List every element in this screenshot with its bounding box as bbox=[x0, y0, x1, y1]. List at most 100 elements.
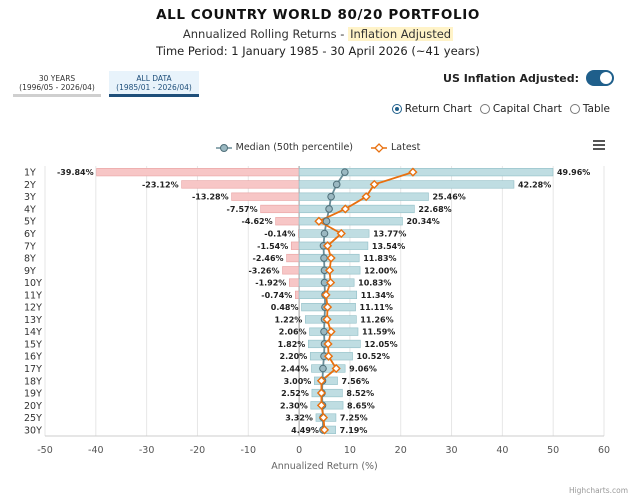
latest-point[interactable] bbox=[323, 339, 333, 349]
latest-point[interactable] bbox=[316, 400, 327, 410]
x-tick-label: -20 bbox=[190, 445, 206, 456]
min-data-label: -1.92% bbox=[255, 279, 286, 288]
radio-capital-chart[interactable]: Capital Chart bbox=[479, 103, 562, 115]
min-bar[interactable] bbox=[282, 266, 300, 275]
chart-subtitle: Annualized Rolling Returns - Inflation A… bbox=[0, 27, 636, 41]
min-bar[interactable] bbox=[289, 278, 300, 287]
category-label: 7Y bbox=[24, 241, 36, 252]
min-data-label: 0.48% bbox=[271, 303, 299, 312]
time-period: Time Period: 1 January 1985 - 30 April 2… bbox=[156, 44, 480, 58]
range-button-all-data[interactable]: ALL DATA (1985/01 - 2026/04) bbox=[109, 71, 199, 97]
category-label: 30Y bbox=[24, 425, 42, 436]
latest-point[interactable] bbox=[326, 278, 336, 288]
latest-point[interactable] bbox=[314, 216, 324, 226]
latest-point[interactable] bbox=[340, 204, 350, 214]
legend-item-latest[interactable]: Latest bbox=[371, 142, 420, 153]
median-point[interactable] bbox=[320, 327, 328, 336]
latest-point[interactable] bbox=[319, 425, 330, 435]
range-button-all-data-label: ALL DATA bbox=[136, 74, 172, 83]
min-data-label: 3.00% bbox=[284, 377, 312, 386]
median-point[interactable] bbox=[320, 229, 329, 238]
min-bar[interactable] bbox=[275, 217, 300, 226]
median-point[interactable] bbox=[332, 180, 341, 189]
category-label: 4Y bbox=[24, 204, 36, 215]
latest-series-line bbox=[316, 171, 414, 430]
max-data-label: 13.77% bbox=[373, 230, 406, 239]
radio-table-label: Table bbox=[582, 103, 610, 115]
category-label: 10Y bbox=[24, 278, 42, 289]
latest-point[interactable] bbox=[322, 302, 333, 312]
max-bar[interactable] bbox=[298, 217, 403, 226]
min-data-label: 1.22% bbox=[275, 315, 303, 324]
min-bar[interactable] bbox=[295, 290, 300, 299]
min-data-label: -0.14% bbox=[264, 230, 295, 239]
x-tick-label: -10 bbox=[241, 445, 257, 456]
latest-point[interactable] bbox=[336, 228, 346, 239]
max-bar[interactable] bbox=[298, 180, 515, 189]
median-point[interactable] bbox=[322, 217, 331, 226]
max-data-label: 11.34% bbox=[361, 291, 394, 300]
radio-return-chart-label: Return Chart bbox=[404, 103, 472, 115]
x-tick-label: 0 bbox=[296, 445, 302, 456]
legend-item-median[interactable]: Median (50th percentile) bbox=[215, 142, 353, 153]
latest-point[interactable] bbox=[326, 327, 336, 337]
radio-return-chart[interactable]: Return Chart bbox=[391, 103, 472, 115]
min-data-label: -0.74% bbox=[261, 291, 292, 300]
median-point[interactable] bbox=[325, 205, 333, 213]
category-label: 3Y bbox=[24, 192, 36, 203]
latest-point[interactable] bbox=[322, 314, 332, 324]
inflation-toggle[interactable] bbox=[586, 70, 614, 86]
max-data-label: 7.19% bbox=[340, 426, 368, 435]
max-bar[interactable] bbox=[298, 229, 370, 238]
range-button-30-years[interactable]: 30 YEARS (1996/05 - 2026/04) bbox=[13, 71, 101, 97]
min-bar[interactable] bbox=[286, 253, 300, 263]
x-tick-label: 50 bbox=[547, 445, 559, 456]
latest-point[interactable] bbox=[408, 167, 418, 177]
min-bar[interactable] bbox=[96, 168, 300, 177]
latest-point[interactable] bbox=[316, 376, 327, 386]
latest-point[interactable] bbox=[316, 388, 327, 398]
latest-point[interactable] bbox=[322, 241, 333, 251]
legend-median-symbol-icon bbox=[215, 143, 232, 152]
max-bar[interactable] bbox=[311, 388, 343, 398]
min-data-label: 2.06% bbox=[279, 328, 307, 337]
max-bar[interactable] bbox=[298, 204, 415, 214]
highcharts-credit[interactable]: Highcharts.com bbox=[568, 486, 628, 495]
hamburger-menu-icon[interactable] bbox=[593, 140, 605, 150]
min-data-label: -23.12% bbox=[142, 180, 179, 189]
latest-point[interactable] bbox=[326, 253, 336, 263]
latest-point[interactable] bbox=[324, 265, 335, 275]
latest-point[interactable] bbox=[318, 413, 329, 423]
min-bar[interactable] bbox=[231, 192, 300, 201]
min-data-label: -13.28% bbox=[192, 193, 229, 202]
category-label: 19Y bbox=[24, 389, 42, 400]
latest-point[interactable] bbox=[321, 290, 331, 300]
median-point[interactable] bbox=[341, 168, 349, 176]
max-bar[interactable] bbox=[308, 339, 361, 349]
inflation-toggle-group: US Inflation Adjusted: bbox=[443, 70, 614, 86]
max-bar[interactable] bbox=[310, 401, 344, 410]
latest-point[interactable] bbox=[323, 351, 334, 361]
median-point[interactable] bbox=[319, 364, 327, 373]
radio-table[interactable]: Table bbox=[569, 103, 610, 115]
min-data-label: 1.82% bbox=[278, 340, 306, 349]
min-bar[interactable] bbox=[260, 204, 300, 214]
min-bar[interactable] bbox=[290, 241, 300, 250]
range-button-30-years-dates: (1996/05 - 2026/04) bbox=[19, 83, 95, 92]
max-bar[interactable] bbox=[298, 168, 554, 177]
latest-point[interactable] bbox=[369, 179, 379, 189]
max-bar[interactable] bbox=[311, 364, 346, 373]
min-bar[interactable] bbox=[181, 180, 300, 189]
latest-point[interactable] bbox=[361, 192, 371, 202]
max-bar[interactable] bbox=[298, 241, 369, 250]
latest-point[interactable] bbox=[331, 363, 341, 374]
range-button-30-years-label: 30 YEARS bbox=[38, 74, 76, 83]
max-data-label: 20.34% bbox=[406, 217, 439, 226]
median-point[interactable] bbox=[320, 254, 328, 262]
x-tick-label: 10 bbox=[344, 445, 356, 456]
toggle-knob bbox=[600, 72, 612, 84]
median-point[interactable] bbox=[327, 192, 335, 201]
subtitle-highlight: Inflation Adjusted bbox=[348, 27, 454, 41]
min-data-label: -39.84% bbox=[57, 168, 94, 177]
max-data-label: 10.52% bbox=[357, 352, 390, 361]
